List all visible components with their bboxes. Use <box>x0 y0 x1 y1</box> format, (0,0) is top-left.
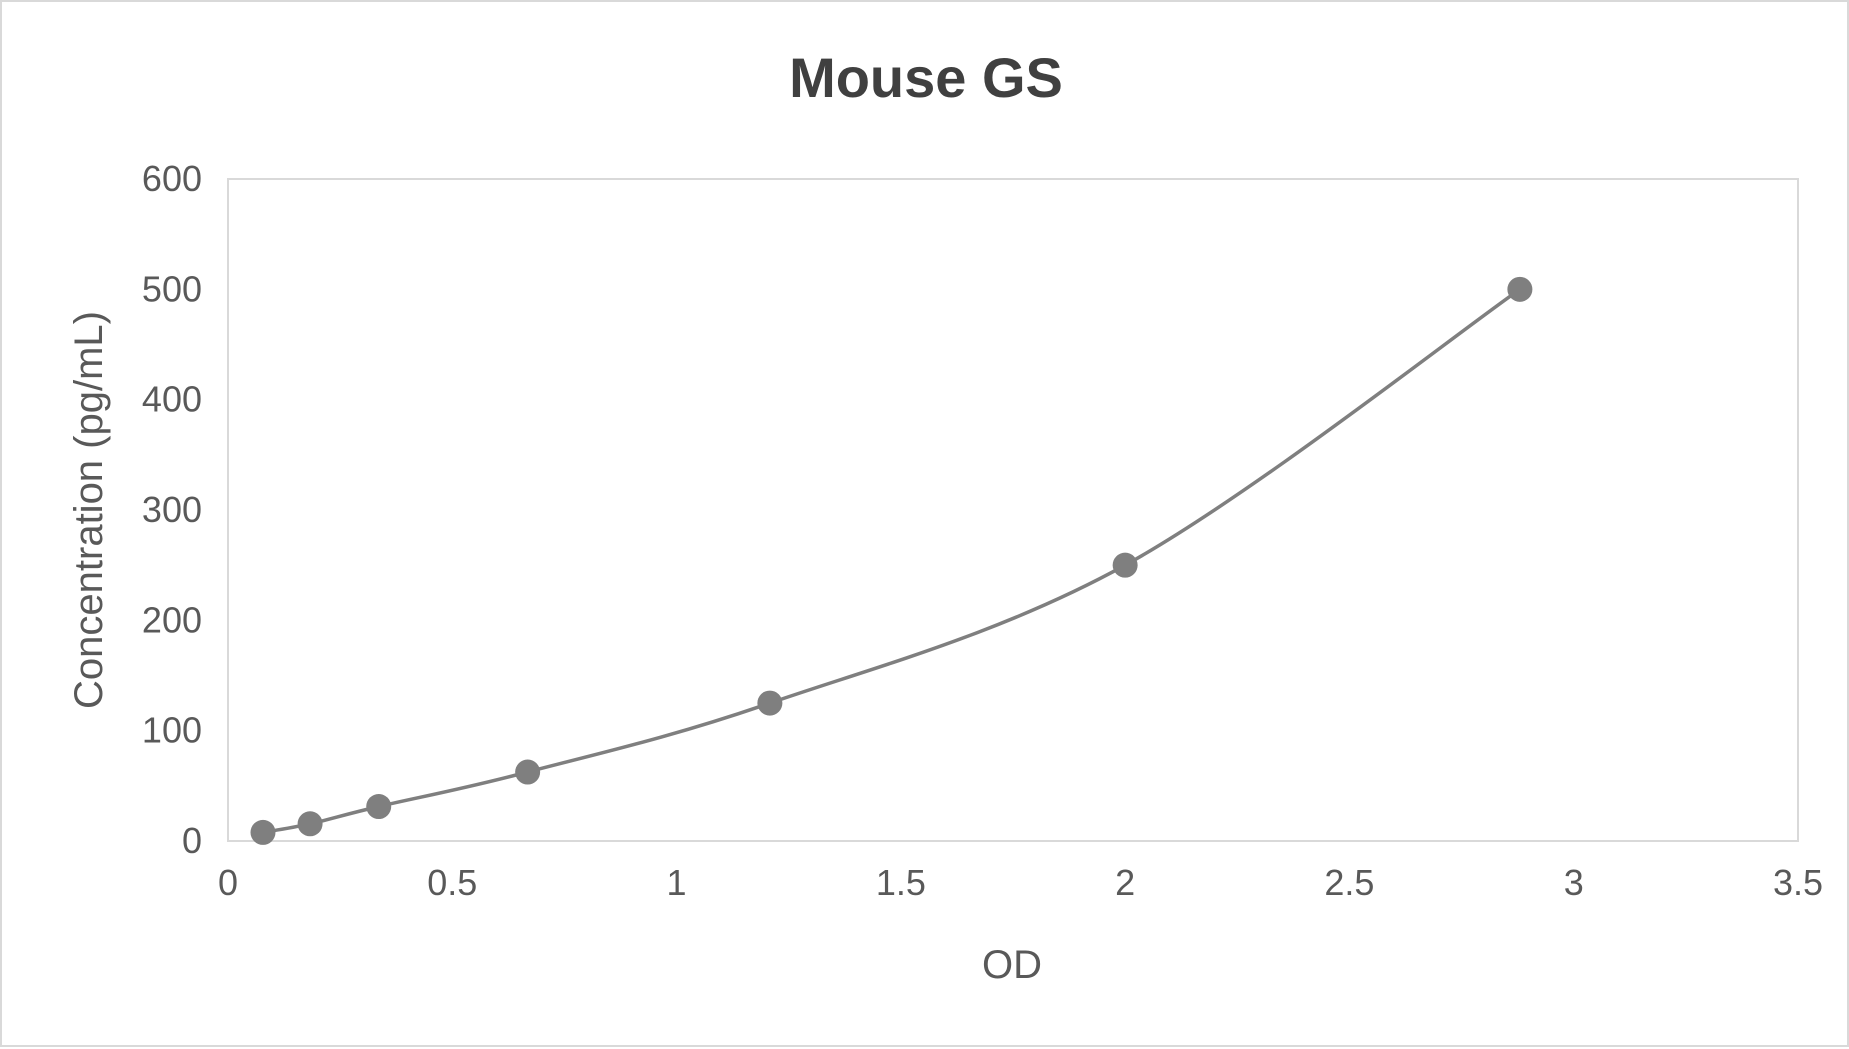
x-tick-label: 2.5 <box>1324 862 1374 903</box>
plot-area <box>227 178 1799 842</box>
x-tick-label: 3 <box>1564 862 1584 903</box>
x-tick-label: 0 <box>218 862 238 903</box>
x-tick-label: 1 <box>667 862 687 903</box>
data-point <box>1507 276 1533 302</box>
x-axis-ticks: 0 0.5 1 1.5 2 2.5 3 3.5 <box>218 862 1823 903</box>
data-point <box>757 690 783 716</box>
y-tick-label: 100 <box>142 710 202 751</box>
x-tick-label: 0.5 <box>427 862 477 903</box>
data-point <box>297 811 323 837</box>
data-point <box>250 819 276 845</box>
x-tick-label: 3.5 <box>1773 862 1823 903</box>
x-tick-label: 1.5 <box>876 862 926 903</box>
y-tick-label: 200 <box>142 599 202 640</box>
y-tick-label: 400 <box>142 379 202 420</box>
y-tick-label: 300 <box>142 489 202 530</box>
y-axis-ticks: 0 100 200 300 400 500 600 <box>142 158 202 861</box>
data-point <box>1112 552 1138 578</box>
y-tick-label: 600 <box>142 158 202 199</box>
y-tick-label: 0 <box>182 820 202 861</box>
data-point <box>366 794 392 820</box>
data-points <box>250 276 1533 845</box>
x-tick-label: 2 <box>1115 862 1135 903</box>
x-axis-title: OD <box>982 943 1042 987</box>
chart-title: Mouse GS <box>789 46 1063 109</box>
y-axis-title: Concentration (pg/mL) <box>67 311 111 709</box>
series-line <box>262 287 1521 835</box>
data-point <box>515 759 541 785</box>
y-tick-label: 500 <box>142 268 202 309</box>
